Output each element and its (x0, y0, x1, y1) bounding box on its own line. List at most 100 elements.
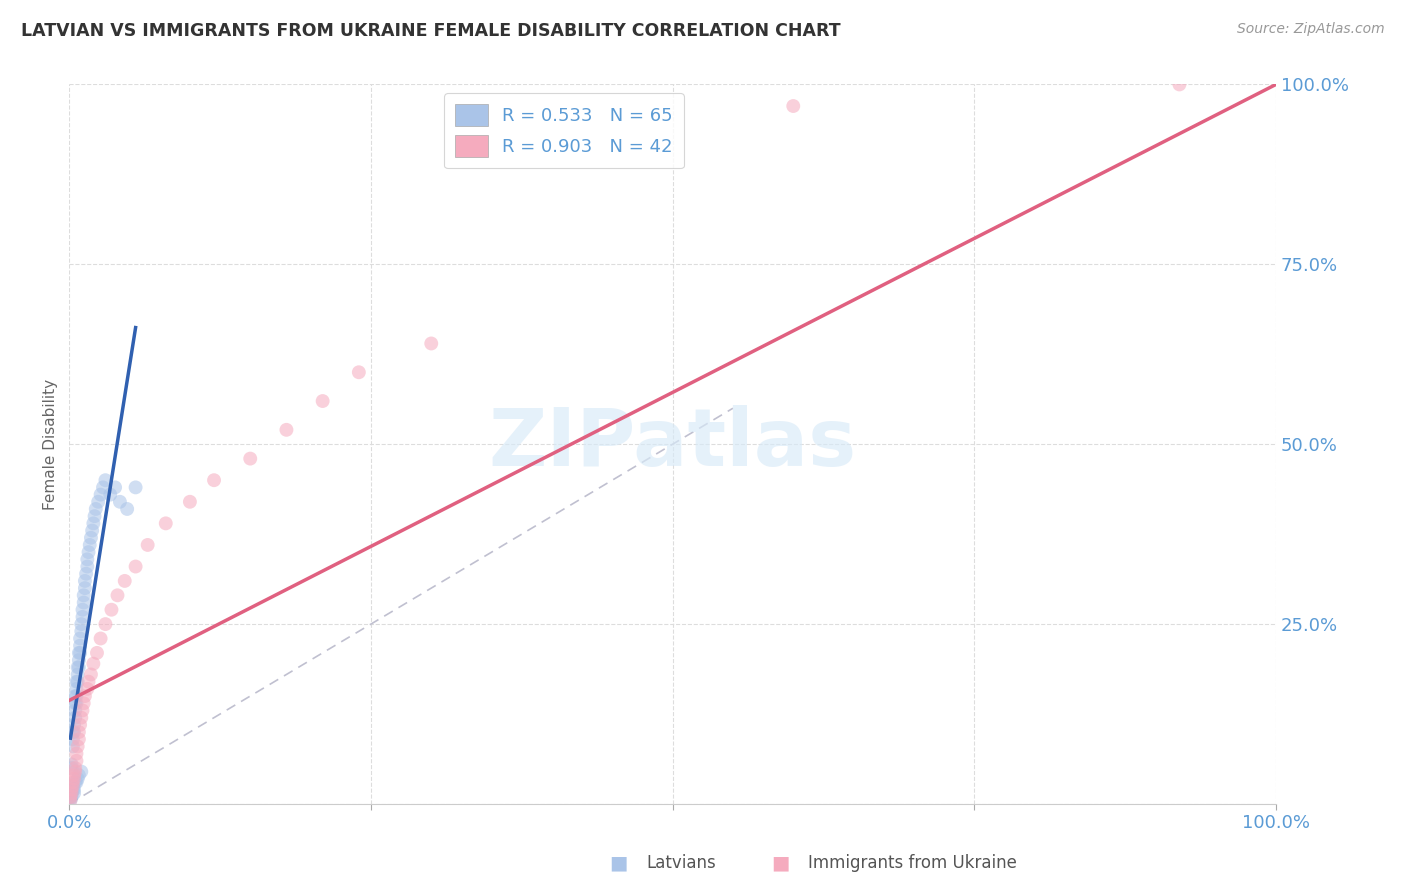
Point (136, 538, 159, 552)
Point (70, 764, 93, 779)
Point (69, 646, 91, 660)
Point (239, 451, 262, 466)
Point (79, 538, 101, 552)
Text: Source: ZipAtlas.com: Source: ZipAtlas.com (1237, 22, 1385, 37)
Point (90, 632, 112, 646)
Text: LATVIAN VS IMMIGRANTS FROM UKRAINE FEMALE DISABILITY CORRELATION CHART: LATVIAN VS IMMIGRANTS FROM UKRAINE FEMAL… (21, 22, 841, 40)
Point (82, 657, 104, 671)
Point (70, 624, 93, 639)
Point (69, 639, 91, 653)
Point (66, 660, 89, 674)
Point (82, 516, 104, 531)
Point (59, 793, 82, 807)
Point (98, 487, 121, 501)
Y-axis label: Female Disability: Female Disability (44, 378, 58, 509)
Point (100, 603, 122, 617)
Point (65, 696, 87, 710)
Point (63, 772, 86, 786)
Text: ■: ■ (609, 854, 628, 872)
Point (66, 667, 89, 681)
Point (77, 674, 100, 689)
Point (65, 674, 87, 689)
Point (65, 775, 87, 789)
Point (62, 779, 84, 793)
Point (63, 768, 86, 782)
Point (65, 775, 87, 789)
Point (72, 610, 94, 624)
Point (65, 761, 87, 775)
Point (420, 336, 443, 351)
Point (59, 791, 82, 805)
Point (62, 782, 84, 797)
Legend: R = 0.533   N = 65, R = 0.903   N = 42: R = 0.533 N = 65, R = 0.903 N = 42 (444, 94, 683, 169)
Point (65, 681, 87, 696)
Point (202, 473, 225, 487)
Point (90, 487, 112, 501)
Point (70, 617, 93, 632)
Point (87, 495, 110, 509)
Point (73, 581, 96, 595)
Text: ZIPatlas: ZIPatlas (488, 405, 856, 483)
Point (65, 696, 87, 710)
Point (94, 617, 117, 632)
Point (80, 531, 103, 545)
Point (67, 768, 90, 782)
Point (65, 764, 87, 779)
Point (108, 495, 131, 509)
Point (60, 761, 83, 775)
Point (62, 725, 84, 739)
Point (72, 603, 94, 617)
Point (63, 725, 86, 739)
Point (76, 559, 98, 574)
Point (63, 782, 86, 797)
Point (179, 495, 201, 509)
Point (60, 786, 83, 800)
Point (59, 793, 82, 807)
Point (65, 747, 87, 761)
Point (67, 725, 90, 739)
Point (67, 653, 90, 667)
Point (60, 757, 83, 772)
Point (84, 502, 107, 516)
Point (66, 674, 89, 689)
Point (124, 480, 146, 494)
Point (67, 732, 90, 747)
Point (65, 689, 87, 703)
Point (77, 545, 100, 559)
Point (75, 566, 97, 581)
Point (73, 588, 96, 602)
Point (62, 775, 84, 789)
Point (66, 772, 89, 786)
Point (69, 718, 91, 732)
Point (73, 696, 96, 710)
Point (65, 711, 87, 725)
Point (60, 782, 83, 797)
Point (63, 786, 86, 800)
Point (60, 789, 83, 804)
Point (67, 646, 90, 660)
Text: Immigrants from Ukraine: Immigrants from Ukraine (808, 855, 1018, 872)
Point (82, 524, 104, 538)
Point (65, 689, 87, 703)
Point (66, 739, 89, 754)
Point (91, 480, 114, 494)
Point (80, 667, 103, 681)
Point (73, 574, 96, 588)
Point (73, 595, 96, 609)
Point (115, 502, 138, 516)
Text: Latvians: Latvians (647, 855, 717, 872)
Point (155, 516, 177, 531)
Point (69, 632, 91, 646)
Point (72, 703, 94, 717)
Point (114, 574, 136, 588)
Point (73, 689, 96, 703)
Point (76, 681, 98, 696)
Point (347, 365, 370, 379)
Point (63, 718, 86, 732)
Point (86, 646, 108, 660)
Point (65, 703, 87, 717)
Point (782, 99, 804, 113)
Text: ■: ■ (770, 854, 790, 872)
Point (67, 660, 90, 674)
Point (60, 786, 83, 800)
